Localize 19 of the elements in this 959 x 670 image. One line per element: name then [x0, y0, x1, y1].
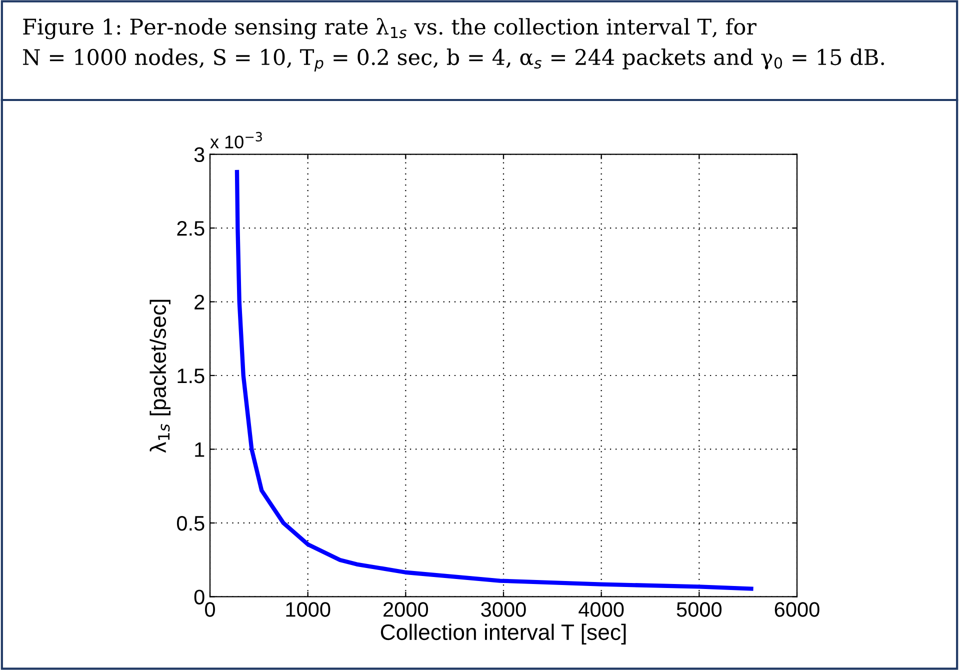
x-tick-label: 3000	[481, 602, 526, 617]
x-tick-label: 1000	[286, 602, 330, 617]
x-tick-label: 6000	[774, 602, 820, 617]
y-axis-title: λ$_{1s}$ [packet/sec]	[150, 300, 170, 453]
x-axis-title: Collection interval T [sec]	[380, 624, 626, 644]
y-tick-label: 0.5	[176, 516, 204, 531]
x-tick-label: 4000	[578, 602, 624, 617]
x-tick-label: 2000	[384, 602, 428, 617]
chart-title: Figure 1: Per-node sensing rate λ$_{1s}$ vs. the collection interval T, for N = 1000 nodes, S = 10, T$_{p}$ = 0.2 sec, b = 4, α$_{s}$ = 244 packets and γ$_{0}$ = 15 dB.	[23, 18, 884, 72]
y-tick-label: 1.5	[178, 368, 204, 384]
text: x 10$^{−3}$	[210, 132, 262, 148]
y-tick-label: 1	[195, 442, 204, 457]
y-tick-label: 0	[194, 590, 204, 604]
line-series	[234, 170, 754, 591]
y-tick-label: 3	[194, 147, 204, 162]
x-tick-label: 5000	[676, 602, 722, 617]
x-tick-label: 0	[205, 602, 215, 617]
y-tick-label: 2.5	[177, 221, 204, 236]
y-tick-label: 2	[194, 294, 204, 310]
